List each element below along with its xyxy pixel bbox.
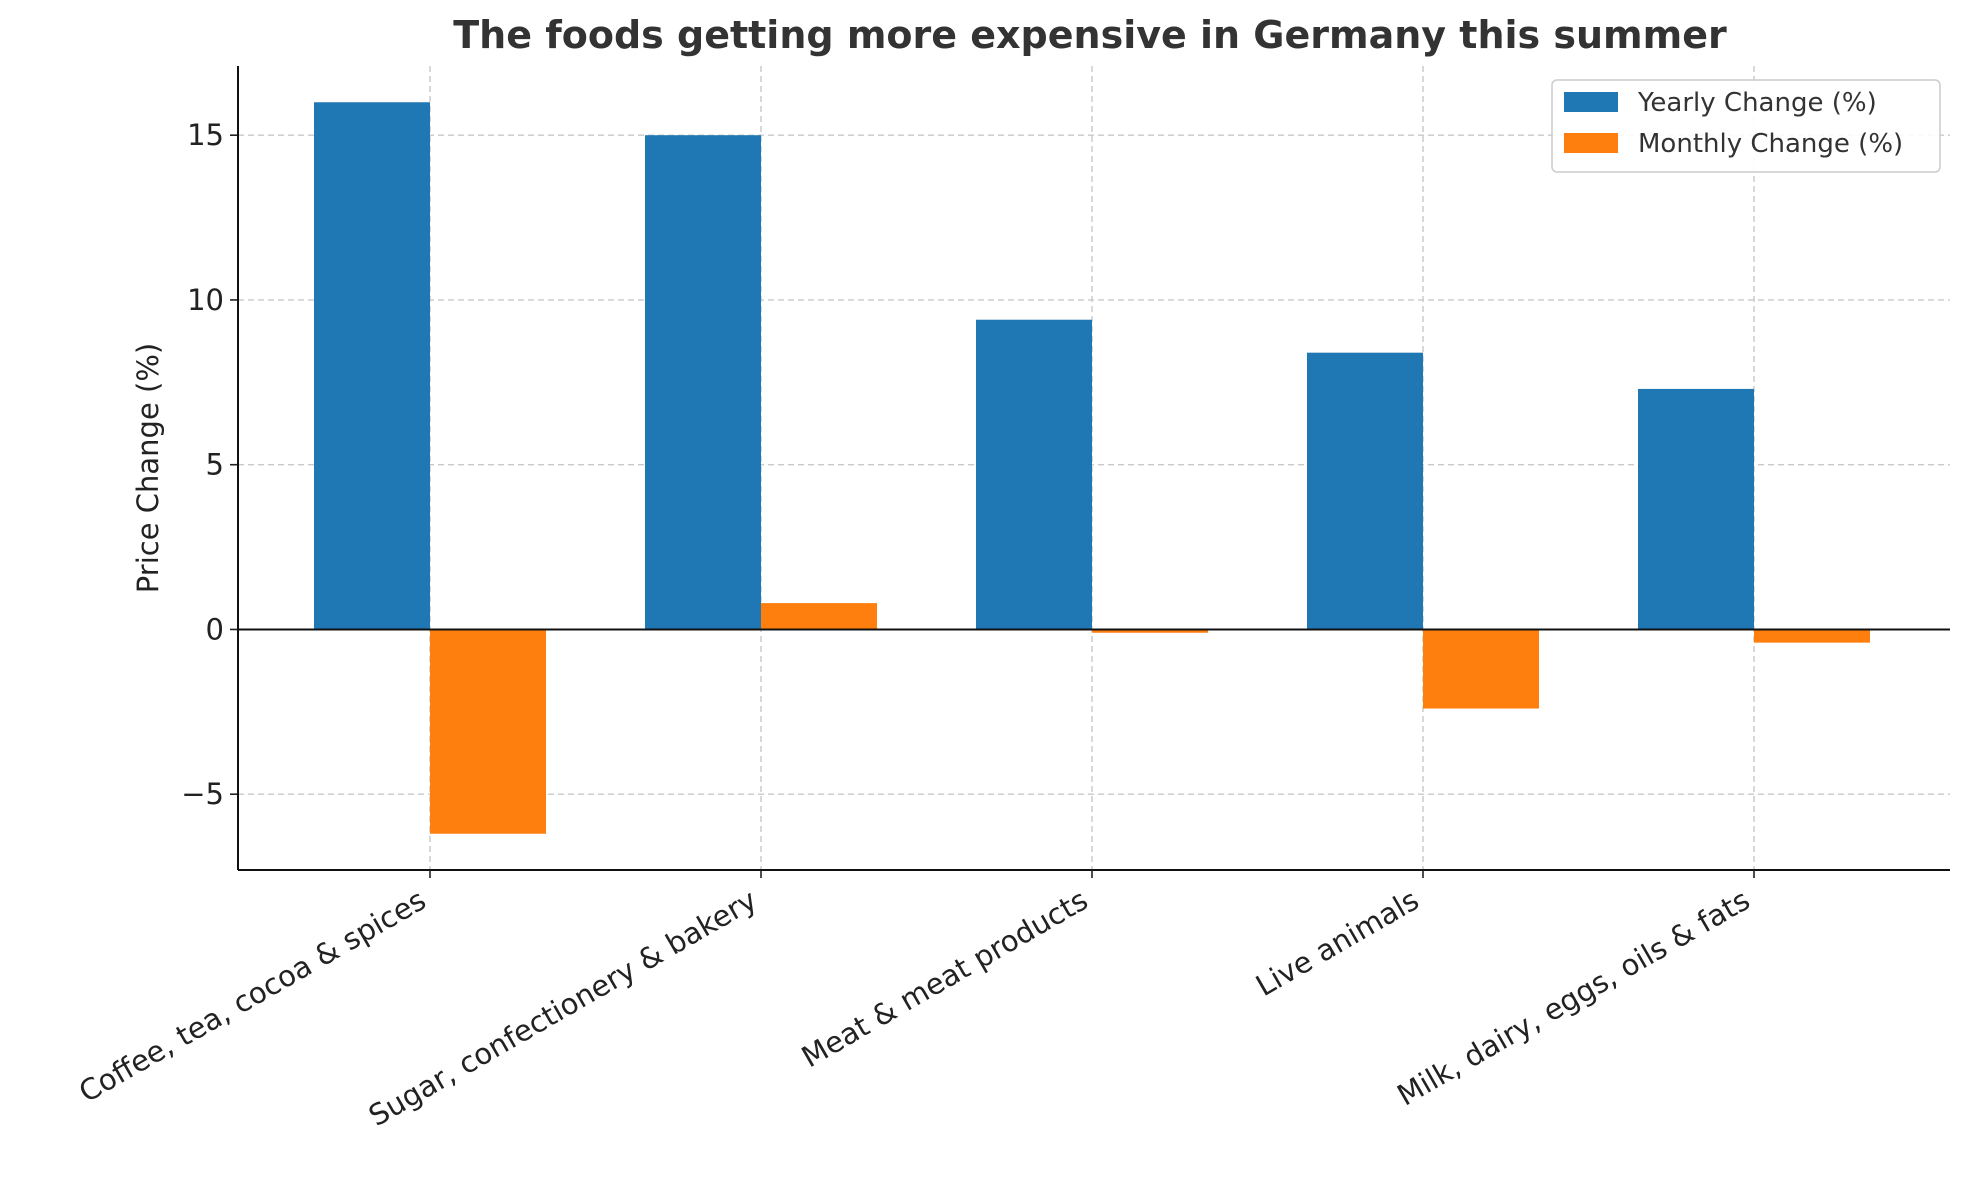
legend-swatch <box>1564 92 1618 112</box>
bar-monthly <box>1754 629 1870 643</box>
bar-monthly <box>430 629 546 834</box>
chart-title: The foods getting more expensive in Germ… <box>453 13 1727 57</box>
y-tick-label: 0 <box>206 612 224 646</box>
y-tick-label: 15 <box>187 118 224 152</box>
y-tick-label: −5 <box>181 777 224 811</box>
x-tick-label: Milk, dairy, eggs, oils & fats <box>1391 883 1755 1113</box>
y-tick-label: 5 <box>206 448 224 482</box>
x-tick-label: Coffee, tea, cocoa & spices <box>73 883 431 1110</box>
x-tick-label: Meat & meat products <box>796 883 1094 1075</box>
legend-swatch <box>1564 133 1618 153</box>
bar-yearly <box>1638 388 1754 630</box>
legend: Yearly Change (%) Monthly Change (%) <box>1551 79 1941 173</box>
y-tick-label: 10 <box>187 283 224 317</box>
legend-label: Yearly Change (%) <box>1637 88 1877 118</box>
bars <box>314 102 1870 834</box>
x-tick-label: Sugar, confectionery & bakery <box>363 883 763 1133</box>
bar-monthly <box>1423 629 1539 709</box>
bar-yearly <box>645 135 761 630</box>
bar-yearly <box>1307 352 1423 630</box>
legend-frame <box>1551 79 1941 173</box>
bar-monthly <box>1092 629 1208 633</box>
legend-label: Monthly Change (%) <box>1638 129 1903 159</box>
axes <box>230 66 1950 878</box>
x-tick-label: Live animals <box>1250 883 1424 1003</box>
bar-monthly <box>761 603 877 630</box>
bar-yearly <box>314 102 430 630</box>
bar-yearly <box>976 319 1092 630</box>
y-axis-label: Price Change (%) <box>131 343 165 593</box>
